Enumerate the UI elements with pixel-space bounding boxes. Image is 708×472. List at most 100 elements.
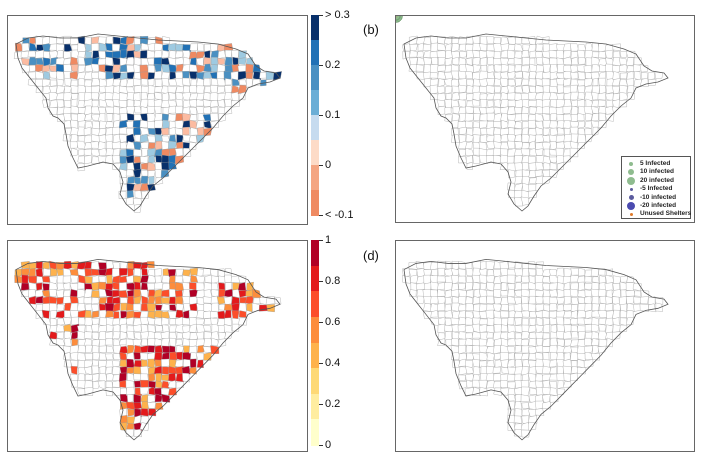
panel-d-frame [395, 240, 695, 452]
district-cell [196, 268, 205, 278]
district-cell [549, 141, 557, 150]
legend-symbol-icon [629, 162, 633, 166]
district-cell [444, 325, 454, 332]
district-cell [521, 310, 530, 318]
district-cell [204, 86, 213, 94]
district-cell [466, 162, 473, 170]
district-cell [69, 310, 79, 320]
district-cell [570, 325, 579, 333]
district-cell [605, 92, 614, 101]
district-cell [535, 324, 544, 334]
district-cell [542, 296, 551, 305]
district-cell [613, 302, 621, 312]
district-cell [430, 309, 439, 318]
district-cell [64, 310, 72, 319]
district-cell [472, 154, 481, 164]
district-cell [189, 64, 198, 72]
district-cell [132, 198, 142, 206]
district-cell [507, 140, 515, 150]
district-cell [118, 191, 127, 199]
district-cell [458, 78, 467, 87]
district-cell [514, 85, 524, 94]
district-cell [49, 289, 57, 297]
district-cell [174, 275, 184, 283]
district-cell [161, 393, 171, 403]
district-cell [486, 317, 495, 326]
district-cell [576, 359, 585, 369]
district-cell [479, 113, 489, 123]
district-cell [550, 127, 559, 137]
district-cell [534, 169, 543, 177]
district-cell [98, 288, 107, 298]
district-cell [485, 261, 496, 270]
district-cell [126, 196, 134, 206]
district-cell [513, 57, 523, 66]
district-cell [120, 297, 129, 304]
district-cell [465, 147, 475, 156]
district-cell [528, 303, 537, 312]
colorbar-label: 0.2 [325, 59, 341, 71]
district-cell [486, 85, 495, 94]
district-cell [429, 296, 440, 305]
district-cell [91, 120, 100, 130]
district-cell [618, 99, 627, 108]
district-cell [176, 351, 183, 361]
district-cell [147, 268, 156, 277]
district-cell [430, 289, 439, 298]
legend-item: -10 infected [626, 194, 690, 202]
district-cell [401, 43, 411, 52]
district-cell [168, 50, 176, 59]
district-cell [146, 283, 157, 291]
district-cell [127, 408, 136, 417]
district-cell [576, 275, 586, 284]
district-cell [487, 99, 494, 108]
district-cell [238, 310, 247, 318]
district-cell [493, 85, 501, 93]
district-cell [42, 261, 50, 270]
district-cell [415, 71, 425, 80]
legend-item: 10 infected [626, 168, 690, 176]
district-cell [133, 402, 142, 410]
district-cell [485, 78, 495, 87]
district-cell [147, 135, 156, 143]
map-b [396, 16, 669, 212]
district-cell [451, 78, 459, 87]
district-cell [451, 43, 460, 53]
district-cell [562, 381, 572, 388]
district-cell [35, 295, 44, 304]
district-cell [141, 162, 149, 170]
map-d [402, 258, 669, 441]
district-cell [528, 408, 537, 417]
district-cell [549, 317, 557, 326]
district-cell [162, 43, 170, 52]
district-cell [126, 282, 135, 291]
district-cell [167, 99, 177, 108]
colorbar-tick [319, 240, 323, 241]
district-cell [444, 36, 452, 46]
district-cell [612, 309, 621, 319]
district-cell [106, 274, 113, 284]
district-cell [549, 387, 558, 397]
district-cell [168, 372, 176, 382]
district-cell [570, 282, 579, 291]
legend-item: Unused Shelters [626, 210, 691, 218]
district-cell [416, 51, 424, 58]
district-cell [465, 360, 474, 368]
district-cell [549, 366, 558, 375]
district-cell [521, 189, 530, 200]
district-cell [216, 86, 226, 94]
legend-item: 20 infected [626, 176, 690, 185]
district-cell [521, 50, 530, 58]
district-cell [619, 51, 629, 58]
district-cell [590, 106, 599, 114]
district-cell [42, 283, 51, 291]
colorbar-label: < -0.1 [325, 209, 354, 221]
district-cell [98, 50, 106, 60]
colorbar-label: 0.4 [325, 357, 341, 369]
district-cell [515, 332, 523, 340]
district-cell [70, 331, 79, 340]
district-cell [451, 128, 459, 136]
district-cell [535, 408, 545, 416]
district-cell [189, 71, 199, 80]
district-cell [570, 114, 579, 122]
